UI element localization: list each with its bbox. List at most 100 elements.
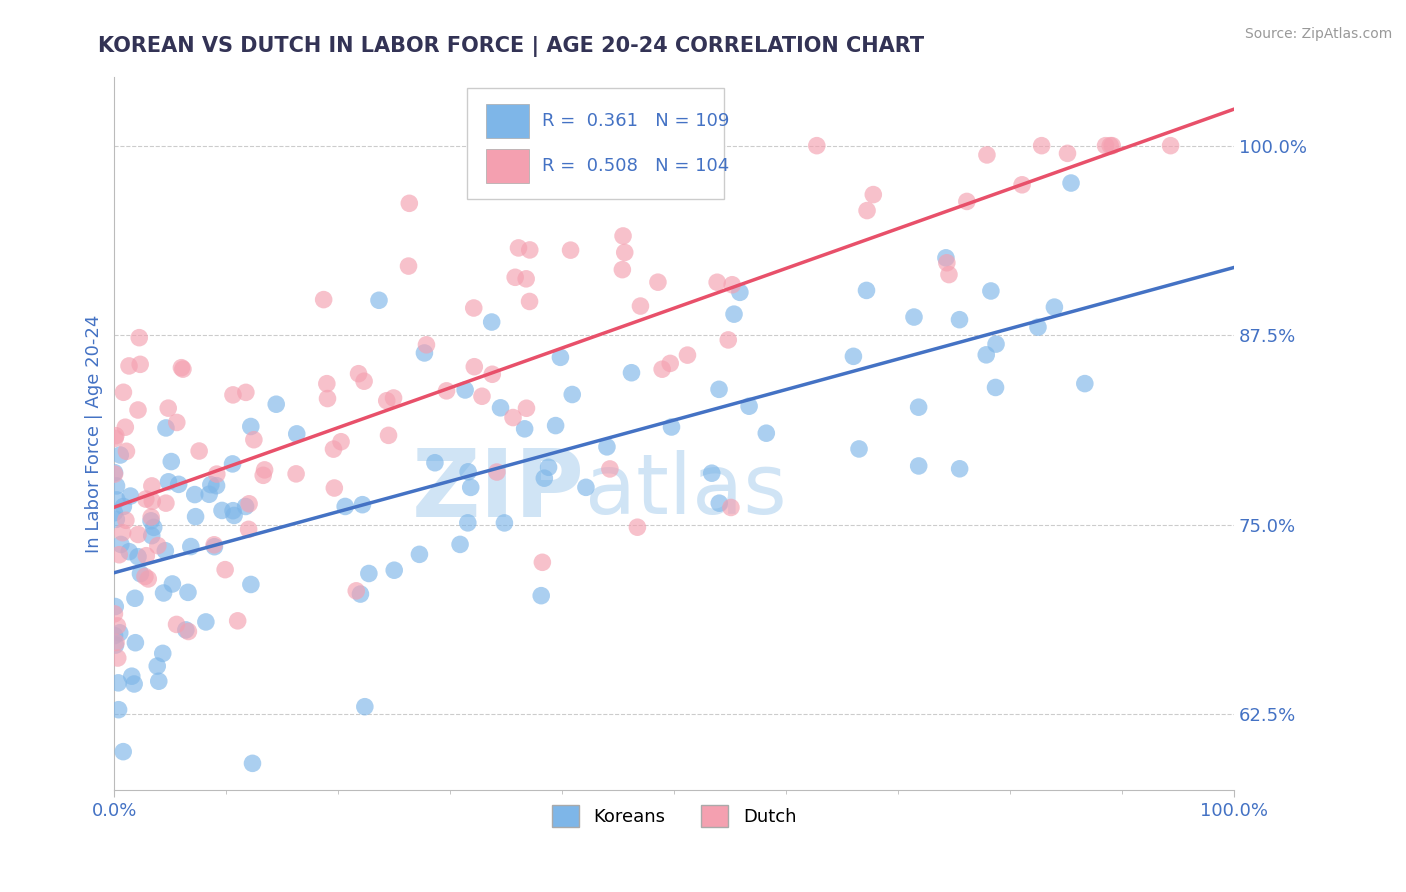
Point bbox=[907, 400, 929, 414]
Point bbox=[531, 555, 554, 569]
Point bbox=[560, 243, 582, 257]
Point bbox=[103, 506, 125, 520]
Point bbox=[806, 138, 828, 153]
Point bbox=[243, 433, 266, 447]
Point bbox=[167, 477, 190, 491]
Point bbox=[1056, 146, 1078, 161]
Point bbox=[561, 387, 583, 401]
Point bbox=[620, 366, 643, 380]
Point bbox=[755, 426, 778, 441]
Point bbox=[903, 310, 925, 324]
Point bbox=[398, 259, 420, 273]
Point bbox=[984, 380, 1007, 394]
Point bbox=[264, 397, 287, 411]
Point bbox=[1074, 376, 1097, 391]
Point bbox=[152, 646, 174, 660]
Point bbox=[460, 480, 482, 494]
Point bbox=[162, 577, 184, 591]
Point bbox=[353, 699, 375, 714]
Point bbox=[226, 614, 249, 628]
Point bbox=[315, 376, 337, 391]
Point bbox=[481, 368, 503, 382]
Point bbox=[855, 284, 877, 298]
Point bbox=[723, 307, 745, 321]
Point bbox=[110, 448, 132, 462]
Point bbox=[449, 537, 471, 551]
Point bbox=[956, 194, 979, 209]
Point bbox=[127, 549, 149, 564]
Point bbox=[408, 547, 430, 561]
Point bbox=[502, 410, 524, 425]
Point bbox=[157, 475, 180, 489]
Point bbox=[717, 333, 740, 347]
Point bbox=[239, 419, 262, 434]
Point bbox=[111, 525, 134, 540]
Point bbox=[485, 465, 508, 479]
Point bbox=[104, 431, 127, 445]
Legend: Koreans, Dutch: Koreans, Dutch bbox=[544, 797, 804, 834]
Point bbox=[222, 388, 245, 402]
Point bbox=[104, 599, 127, 614]
Point bbox=[728, 285, 751, 300]
Text: KOREAN VS DUTCH IN LABOR FORCE | AGE 20-24 CORRELATION CHART: KOREAN VS DUTCH IN LABOR FORCE | AGE 20-… bbox=[98, 36, 925, 57]
Point bbox=[166, 617, 188, 632]
Point bbox=[738, 399, 761, 413]
Point bbox=[104, 638, 127, 652]
Point bbox=[103, 607, 125, 621]
Point bbox=[349, 587, 371, 601]
Point bbox=[214, 563, 236, 577]
Point bbox=[612, 229, 634, 244]
Point bbox=[842, 349, 865, 363]
Point bbox=[980, 284, 1002, 298]
Point bbox=[110, 537, 132, 551]
Point bbox=[124, 591, 146, 606]
Point bbox=[141, 510, 163, 524]
Point bbox=[1099, 138, 1122, 153]
Point bbox=[235, 385, 257, 400]
Point bbox=[413, 346, 436, 360]
Text: R =  0.361   N = 109: R = 0.361 N = 109 bbox=[541, 112, 730, 130]
Point bbox=[848, 442, 870, 456]
Point bbox=[155, 543, 177, 558]
Point bbox=[974, 348, 997, 362]
Point bbox=[721, 277, 744, 292]
Point bbox=[1026, 320, 1049, 334]
Point bbox=[142, 520, 165, 534]
Point bbox=[121, 669, 143, 683]
FancyBboxPatch shape bbox=[486, 149, 529, 183]
Point bbox=[515, 401, 537, 416]
Point bbox=[205, 467, 228, 481]
Point bbox=[252, 468, 274, 483]
Point bbox=[463, 301, 485, 315]
Point bbox=[1060, 176, 1083, 190]
Point bbox=[375, 393, 398, 408]
Point bbox=[107, 651, 129, 665]
Point bbox=[659, 356, 682, 370]
Point bbox=[134, 569, 156, 583]
Point bbox=[862, 187, 884, 202]
Point bbox=[1031, 138, 1053, 153]
Point bbox=[120, 489, 142, 503]
Point bbox=[382, 391, 405, 405]
Point bbox=[105, 492, 128, 507]
Point bbox=[454, 383, 477, 397]
Point bbox=[494, 516, 516, 530]
Point bbox=[436, 384, 458, 398]
Point bbox=[599, 462, 621, 476]
Point bbox=[612, 262, 634, 277]
Y-axis label: In Labor Force | Age 20-24: In Labor Force | Age 20-24 bbox=[86, 315, 103, 553]
Point bbox=[707, 382, 730, 396]
Point bbox=[105, 479, 128, 493]
Point bbox=[194, 615, 217, 629]
Point bbox=[1101, 138, 1123, 153]
Point bbox=[108, 548, 131, 562]
Text: atlas: atlas bbox=[585, 450, 786, 531]
Point bbox=[202, 538, 225, 552]
Point bbox=[457, 465, 479, 479]
Point bbox=[353, 374, 375, 388]
Point bbox=[118, 359, 141, 373]
Point bbox=[344, 583, 367, 598]
Point bbox=[706, 275, 728, 289]
Point bbox=[122, 677, 145, 691]
Point bbox=[148, 674, 170, 689]
